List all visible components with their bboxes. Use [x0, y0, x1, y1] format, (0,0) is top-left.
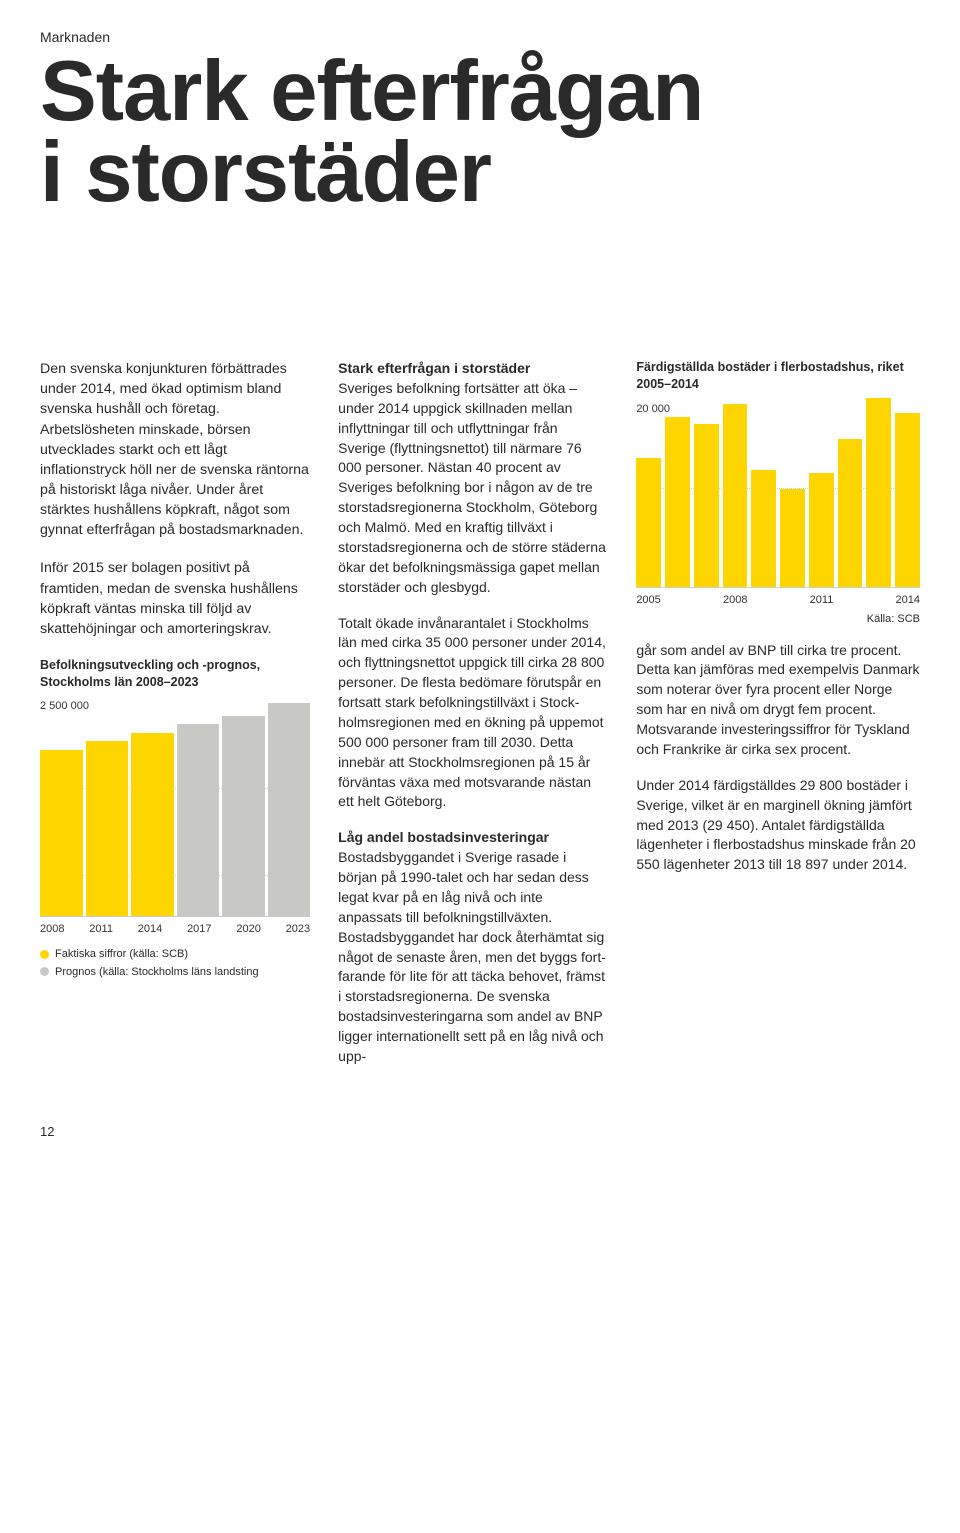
- chart1-bar: [222, 716, 265, 916]
- chart2-xaxis: 2005 2008 2011 2014: [636, 593, 920, 608]
- chart1-bar: [177, 724, 220, 916]
- legend-item: Faktiska siffror (källa: SCB): [40, 947, 310, 962]
- intro-paragraph-1: Den svenska konjunkturen för­bättrades u…: [40, 359, 310, 540]
- col3-p1: går som andel av BNP till cirka tre proc…: [636, 641, 920, 760]
- col2-h1: Stark efterfrågan i storstäder: [338, 360, 530, 376]
- col2-p1-text: Sveriges befolkning fortsätter att öka –…: [338, 380, 606, 595]
- chart2-tick: 2014: [896, 593, 920, 608]
- chart1-tick: 2008: [40, 922, 64, 937]
- page-headline: Stark efterfrågan i storstäder: [40, 51, 920, 214]
- intro-paragraph-2: Inför 2015 ser bolagen positivt på framt…: [40, 558, 310, 639]
- chart1-bar: [131, 733, 174, 916]
- chart1-legend: Faktiska siffror (källa: SCB) Prognos (kä…: [40, 947, 310, 980]
- legend-label: Prognos (källa: Stockholms läns landstin…: [55, 965, 259, 980]
- chart2-source: Källa: SCB: [636, 612, 920, 627]
- chart1-tick: 2017: [187, 922, 211, 937]
- chart2-bar: [636, 458, 661, 587]
- col2-p2: Totalt ökade invånarantalet i Stockholms…: [338, 614, 608, 813]
- chart2-bar: [723, 404, 748, 587]
- chart1-tick: 2020: [236, 922, 260, 937]
- legend-label: Faktiska siffror (källa: SCB): [55, 947, 188, 962]
- chart2-title: Färdigställda bostäder i flerbostadshus,…: [636, 359, 920, 393]
- col2-p3: Låg andel bostadsinvesteringar Bostadsbyg…: [338, 828, 608, 1067]
- column-2: Stark efterfrågan i storstäder Sveriges b…: [338, 359, 608, 1083]
- column-3: Färdigställda bostäder i flerbostadshus,…: [636, 359, 920, 1083]
- chart2-tick: 2005: [636, 593, 660, 608]
- page-number: 12: [40, 1123, 920, 1141]
- chart1-tick: 2023: [286, 922, 310, 937]
- chart2-bar: [895, 413, 920, 587]
- column-layout: Den svenska konjunkturen för­bättrades u…: [40, 359, 920, 1083]
- col2-p3-text: Bostadsbyggandet i Sverige rasade i börj…: [338, 849, 606, 1064]
- col2-h2: Låg andel bostadsinvesteringar: [338, 829, 549, 845]
- chart2-bar: [780, 489, 805, 587]
- legend-item: Prognos (källa: Stockholms läns landstin…: [40, 965, 310, 980]
- chart2-plot: 20 000: [636, 398, 920, 588]
- legend-dot-icon: [40, 950, 49, 959]
- chart2-bar: [866, 398, 891, 587]
- chart1-tick: 2011: [89, 922, 113, 937]
- legend-dot-icon: [40, 967, 49, 976]
- column-1: Den svenska konjunkturen för­bättrades u…: [40, 359, 310, 1083]
- chart1-tick: 2014: [138, 922, 162, 937]
- chart1-xaxis: 2008 2011 2014 2017 2020 2023: [40, 922, 310, 937]
- chart1: 2 500 000 2008 2011 2014 2017 2020 2023 Fakti…: [40, 697, 310, 980]
- chart2-tick: 2008: [723, 593, 747, 608]
- chart2-bar: [665, 417, 690, 587]
- chart2-bar: [809, 473, 834, 586]
- chart1-bar: [86, 741, 129, 916]
- chart2: 20 000 2005 2008 2011 2014 Källa: SCB: [636, 398, 920, 627]
- chart1-bar: [40, 750, 83, 916]
- chart2-bar: [751, 470, 776, 587]
- chart2-bar: [838, 439, 863, 586]
- chart2-bar: [694, 424, 719, 587]
- chart1-plot: 2 500 000: [40, 697, 310, 917]
- chart1-title: Befolkningsutveckling och -prognos, Stoc…: [40, 657, 310, 691]
- chart1-bar: [268, 703, 311, 916]
- col3-p2: Under 2014 färdigställdes 29 800 bostäde…: [636, 776, 920, 875]
- col2-p1: Stark efterfrågan i storstäder Sveriges b…: [338, 359, 608, 598]
- chart2-tick: 2011: [810, 593, 834, 608]
